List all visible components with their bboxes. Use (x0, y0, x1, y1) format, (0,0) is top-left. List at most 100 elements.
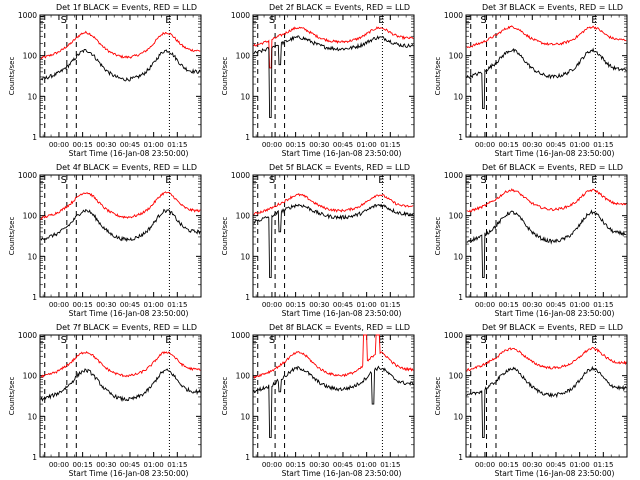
event-marker-label: E (252, 175, 258, 186)
y-tick-label: 10 (240, 412, 250, 421)
x-tick-label: 00:45 (333, 141, 353, 149)
lld-rate-series (253, 26, 414, 69)
x-tick-label: 00:45 (120, 461, 140, 469)
y-axis-label: Counts/sec (8, 57, 16, 96)
x-tick-label: 00:45 (120, 301, 140, 309)
chart-panel-8: Det 8f BLACK = Events, RED = LLD 1 10 100 10… (221, 323, 415, 478)
x-tick-label: 01:00 (357, 461, 377, 469)
x-tick-label: 01:15 (380, 461, 400, 469)
event-marker-label: E (465, 175, 471, 186)
y-tick-label: 10 (453, 412, 463, 421)
y-tick-label: 100 (23, 372, 38, 381)
y-tick-label: 100 (23, 212, 38, 221)
x-tick-label: 00:00 (262, 141, 282, 149)
x-tick-label: 01:00 (144, 301, 164, 309)
y-tick-label: 10 (453, 92, 463, 101)
x-tick-label: 00:45 (120, 141, 140, 149)
x-tick-label: 01:00 (570, 301, 590, 309)
event-rate-series (40, 368, 201, 402)
plot-frame (252, 14, 415, 138)
chart-title: Det 9f BLACK = Events, RED = LLD (482, 323, 623, 332)
y-axis-label: Counts/sec (8, 217, 16, 256)
event-marker-label: E (591, 175, 597, 186)
event-rate-series (40, 208, 201, 243)
chart-panel-2: Det 2f BLACK = Events, RED = LLD 1 10 100 10… (221, 3, 415, 158)
x-tick-label: 00:15 (73, 141, 93, 149)
y-axis-label: Counts/sec (8, 377, 16, 416)
plot-frame (465, 174, 628, 298)
event-marker-label: S (269, 335, 275, 346)
y-tick-label: 1 (458, 453, 463, 462)
x-tick-label: 00:15 (73, 301, 93, 309)
y-tick-label: 1 (245, 453, 250, 462)
y-tick-label: 1 (245, 293, 250, 302)
x-axis-label: Start Time (16-Jan-08 23:50:00) (69, 149, 189, 158)
x-tick-label: 00:15 (286, 301, 306, 309)
chart-panel-3: Det 3f BLACK = Events, RED = LLD 1 10 100 10… (434, 3, 628, 158)
y-tick-label: 1000 (444, 331, 463, 340)
x-axis-label: Start Time (16-Jan-08 23:50:00) (69, 469, 189, 478)
event-marker-label: S (480, 175, 486, 186)
x-axis-label: Start Time (16-Jan-08 23:50:00) (69, 309, 189, 318)
y-tick-label: 100 (236, 212, 251, 221)
x-tick-label: 00:15 (499, 141, 519, 149)
y-tick-label: 10 (27, 252, 37, 261)
y-tick-label: 1000 (444, 171, 463, 180)
x-tick-label: 01:15 (593, 141, 613, 149)
y-tick-label: 100 (449, 52, 464, 61)
lld-rate-series (40, 191, 201, 221)
chart-title: Det 8f BLACK = Events, RED = LLD (269, 323, 410, 332)
y-axis-label: Counts/sec (434, 377, 442, 416)
lld-rate-series (40, 30, 201, 60)
x-tick-label: 00:30 (522, 461, 542, 469)
x-tick-label: 01:15 (593, 301, 613, 309)
lld-rate-series (253, 334, 414, 379)
plot-frame (465, 14, 628, 138)
x-tick-label: 01:15 (167, 301, 187, 309)
event-marker-label: E (378, 15, 384, 26)
y-tick-label: 1 (32, 133, 37, 142)
x-axis-label: Start Time (16-Jan-08 23:50:00) (495, 149, 615, 158)
y-axis-label: Counts/sec (221, 217, 229, 256)
y-tick-label: 10 (453, 252, 463, 261)
x-tick-label: 00:30 (309, 461, 329, 469)
y-tick-label: 1000 (231, 171, 250, 180)
x-tick-label: 00:00 (262, 461, 282, 469)
event-marker-label: E (465, 15, 471, 26)
y-tick-label: 100 (449, 372, 464, 381)
event-rate-series (466, 365, 627, 439)
x-tick-label: 00:30 (96, 301, 116, 309)
x-tick-label: 00:45 (546, 301, 566, 309)
x-axis-label: Start Time (16-Jan-08 23:50:00) (282, 149, 402, 158)
x-axis-label: Start Time (16-Jan-08 23:50:00) (495, 469, 615, 478)
event-marker-label: E (591, 335, 597, 346)
lld-rate-series (466, 347, 627, 372)
x-tick-label: 00:15 (499, 301, 519, 309)
y-axis-label: Counts/sec (221, 377, 229, 416)
event-marker-label: E (39, 15, 45, 26)
x-tick-label: 01:00 (570, 461, 590, 469)
event-marker-label: E (378, 175, 384, 186)
chart-title: Det 6f BLACK = Events, RED = LLD (482, 163, 623, 172)
x-tick-label: 01:00 (357, 141, 377, 149)
plot-frame (252, 334, 415, 458)
y-tick-label: 1000 (231, 11, 250, 20)
y-axis-label: Counts/sec (434, 57, 442, 96)
chart-title: Det 2f BLACK = Events, RED = LLD (269, 3, 410, 12)
x-tick-label: 00:15 (499, 461, 519, 469)
y-tick-label: 1000 (18, 11, 37, 20)
chart-panel-6: Det 6f BLACK = Events, RED = LLD 1 10 100 10… (434, 163, 628, 318)
x-tick-label: 01:00 (570, 141, 590, 149)
y-tick-label: 1 (32, 293, 37, 302)
x-tick-label: 00:15 (286, 461, 306, 469)
y-tick-label: 1 (32, 453, 37, 462)
x-tick-label: 00:30 (522, 301, 542, 309)
y-axis-label: Counts/sec (221, 57, 229, 96)
x-tick-label: 01:15 (380, 141, 400, 149)
chart-panel-5: Det 5f BLACK = Events, RED = LLD 1 10 100 10… (221, 163, 415, 318)
chart-title: Det 1f BLACK = Events, RED = LLD (56, 3, 197, 12)
x-tick-label: 00:00 (475, 301, 495, 309)
chart-panel-1: Det 1f BLACK = Events, RED = LLD 1 10 100 10… (8, 3, 202, 158)
lld-rate-series (466, 25, 627, 49)
